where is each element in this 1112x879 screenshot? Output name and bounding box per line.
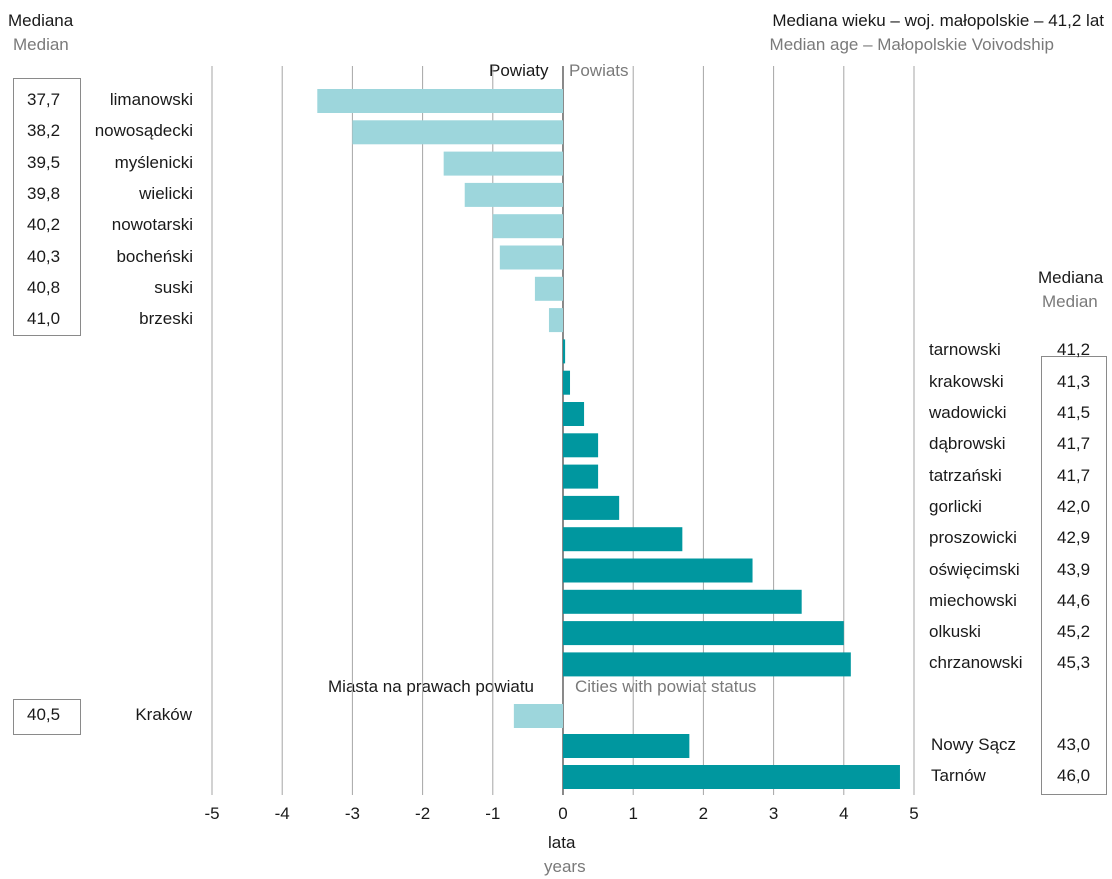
median-value: 41,0 xyxy=(27,309,61,329)
median-value: 43,9 xyxy=(1057,559,1091,579)
chart-title: Mediana wieku – woj. małopolskie – 41,2 … xyxy=(772,11,1104,30)
label-powiat: limanowski xyxy=(109,90,193,109)
median-value: 44,6 xyxy=(1057,590,1091,610)
bar-wadowicki xyxy=(563,402,585,426)
bar-miechowski xyxy=(563,589,802,614)
left-median-subtitle: Median xyxy=(13,35,69,54)
label-city: Nowy Sącz xyxy=(931,735,1017,754)
x-tick-label: -1 xyxy=(485,804,500,823)
bar-myślenicki xyxy=(443,151,563,176)
bar-nowotarski xyxy=(492,214,563,239)
bar-proszowicki xyxy=(563,527,683,552)
bar-wielicki xyxy=(464,182,563,207)
x-tick-label: -4 xyxy=(275,804,290,823)
median-value: 38,2 xyxy=(27,121,61,141)
bar-dąbrowski xyxy=(563,433,599,458)
label-powiat: nowosądecki xyxy=(94,121,193,141)
median-value: 46,0 xyxy=(1057,766,1091,785)
right-median-box xyxy=(1041,356,1107,795)
x-tick-label: -2 xyxy=(415,804,430,823)
bar-olkuski xyxy=(563,621,844,646)
label-powiat: bocheński xyxy=(116,246,193,266)
section-powiats-pl: Powiaty xyxy=(489,61,549,80)
right-median-subtitle: Median xyxy=(1042,292,1098,311)
bar-nowosądecki xyxy=(352,120,563,145)
bar-oświęcimski xyxy=(563,558,753,583)
label-powiat: gorlicki xyxy=(929,496,982,516)
axis-label-en: years xyxy=(544,857,586,876)
median-value: 45,2 xyxy=(1057,622,1091,642)
x-tick-label: 2 xyxy=(699,804,708,823)
median-value: 40,8 xyxy=(27,277,61,297)
bar-city xyxy=(563,734,690,758)
median-value: 42,9 xyxy=(1057,528,1091,548)
bar-krakowski xyxy=(563,370,571,395)
bar-suski xyxy=(534,276,563,301)
median-value: 40,3 xyxy=(27,246,61,266)
bar-city xyxy=(513,704,563,728)
x-tick-label: 0 xyxy=(558,804,567,823)
section-cities-en: Cities with powiat status xyxy=(575,677,757,696)
right-median-title: Mediana xyxy=(1038,268,1104,287)
median-value: 40,2 xyxy=(27,215,61,235)
bar-gorlicki xyxy=(563,495,620,520)
axis-label-pl: lata xyxy=(548,833,576,852)
x-tick-label: 4 xyxy=(839,804,848,823)
median-value: 42,0 xyxy=(1057,496,1091,516)
x-tick-label: 1 xyxy=(628,804,637,823)
label-powiat: olkuski xyxy=(929,622,981,642)
bar-city xyxy=(563,765,900,789)
median-value: 41,7 xyxy=(1057,465,1091,485)
median-value: 41,2 xyxy=(1057,340,1091,360)
bar-brzeski xyxy=(548,308,563,333)
chart-subtitle: Median age – Małopolskie Voivodship xyxy=(769,35,1054,54)
label-powiat: krakowski xyxy=(929,371,1004,391)
label-powiat: miechowski xyxy=(929,590,1017,610)
bar-tatrzański xyxy=(563,464,599,489)
x-tick-label: 5 xyxy=(909,804,918,823)
label-city: Tarnów xyxy=(931,766,986,785)
median-value: 39,5 xyxy=(27,152,61,172)
median-value: 40,5 xyxy=(27,705,61,724)
median-value: 41,7 xyxy=(1057,434,1091,454)
label-powiat: wielicki xyxy=(139,183,193,203)
median-value: 45,3 xyxy=(1057,653,1091,673)
label-powiat: brzeski xyxy=(139,309,193,329)
left-median-box xyxy=(13,78,81,336)
x-tick-label: -3 xyxy=(345,804,360,823)
left-median-title: Mediana xyxy=(8,11,74,30)
section-powiats-en: Powiats xyxy=(569,61,629,80)
label-city: Kraków xyxy=(135,705,192,724)
bar-chrzanowski xyxy=(563,652,851,677)
label-powiat: tatrzański xyxy=(929,465,1002,485)
label-powiat: suski xyxy=(154,277,193,297)
x-tick-label: -5 xyxy=(204,804,219,823)
section-cities-pl: Miasta na prawach powiatu xyxy=(328,677,535,696)
label-powiat: myślenicki xyxy=(114,152,193,172)
bar-limanowski xyxy=(317,89,563,113)
label-powiat: tarnowski xyxy=(929,340,1001,360)
city-median-box-left xyxy=(13,699,81,735)
median-value: 41,5 xyxy=(1057,403,1091,422)
median-value: 39,8 xyxy=(27,183,61,203)
bar-tarnowski xyxy=(563,339,566,364)
label-powiat: wadowicki xyxy=(929,403,1007,422)
median-value: 43,0 xyxy=(1057,735,1091,754)
x-tick-label: 3 xyxy=(769,804,778,823)
bar-bocheński xyxy=(499,245,563,270)
label-powiat: oświęcimski xyxy=(929,559,1020,579)
label-powiat: chrzanowski xyxy=(929,653,1023,673)
label-powiat: dąbrowski xyxy=(929,434,1006,454)
label-powiat: nowotarski xyxy=(111,215,193,235)
median-value: 41,3 xyxy=(1057,371,1091,391)
label-powiat: proszowicki xyxy=(929,528,1017,548)
median-value: 37,7 xyxy=(27,90,61,109)
